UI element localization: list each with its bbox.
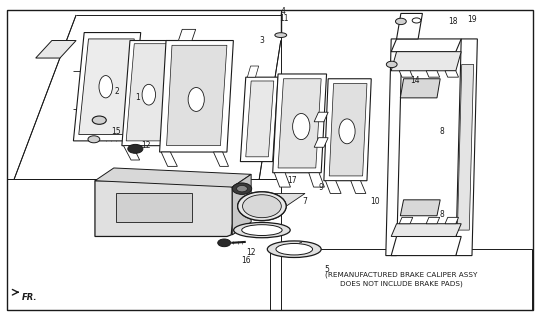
Circle shape: [128, 144, 143, 153]
Ellipse shape: [188, 87, 204, 111]
Polygon shape: [391, 39, 461, 52]
Polygon shape: [278, 79, 321, 168]
Ellipse shape: [275, 33, 287, 37]
Polygon shape: [399, 217, 413, 224]
Polygon shape: [314, 138, 328, 147]
Ellipse shape: [234, 222, 290, 238]
Ellipse shape: [242, 225, 282, 236]
Ellipse shape: [242, 195, 281, 218]
Polygon shape: [391, 52, 461, 71]
Text: (REMANUFACTURED BRAKE CALIPER ASSY
DOES NOT INCLUDE BRAKE PADS): (REMANUFACTURED BRAKE CALIPER ASSY DOES …: [325, 271, 477, 287]
Ellipse shape: [293, 114, 310, 140]
Text: 11: 11: [279, 14, 288, 23]
Polygon shape: [309, 173, 325, 187]
Circle shape: [218, 239, 231, 247]
Polygon shape: [240, 77, 278, 162]
Text: 12: 12: [246, 248, 256, 257]
Polygon shape: [326, 181, 341, 194]
Polygon shape: [400, 200, 440, 216]
Polygon shape: [457, 64, 474, 230]
Text: 6: 6: [297, 242, 302, 251]
Text: 19: 19: [467, 15, 477, 24]
Text: 8: 8: [440, 210, 445, 219]
Polygon shape: [161, 152, 177, 166]
Text: 4: 4: [281, 7, 286, 16]
Circle shape: [412, 18, 421, 23]
Polygon shape: [391, 224, 461, 236]
Polygon shape: [213, 152, 228, 166]
Circle shape: [232, 183, 252, 195]
Text: 5: 5: [324, 265, 329, 275]
Text: 12: 12: [141, 141, 151, 150]
Text: FR.: FR.: [22, 293, 38, 302]
Circle shape: [237, 186, 247, 192]
Polygon shape: [456, 39, 477, 256]
Polygon shape: [351, 181, 366, 194]
Ellipse shape: [99, 76, 112, 98]
Text: 10: 10: [370, 197, 380, 206]
Text: 2: 2: [114, 87, 119, 96]
Polygon shape: [36, 41, 76, 58]
Polygon shape: [166, 45, 227, 146]
Polygon shape: [314, 112, 328, 122]
Circle shape: [386, 61, 397, 68]
Ellipse shape: [267, 241, 321, 258]
Polygon shape: [126, 44, 173, 141]
Circle shape: [88, 136, 100, 143]
Polygon shape: [426, 217, 440, 224]
Polygon shape: [73, 33, 141, 141]
Polygon shape: [122, 41, 178, 146]
Text: 3: 3: [260, 36, 265, 45]
Polygon shape: [79, 39, 134, 134]
Polygon shape: [386, 39, 402, 256]
Text: 18: 18: [448, 17, 458, 26]
Polygon shape: [238, 194, 305, 206]
Polygon shape: [232, 174, 251, 235]
Text: 17: 17: [287, 176, 296, 185]
Polygon shape: [391, 236, 461, 256]
Ellipse shape: [276, 244, 313, 255]
Text: 15: 15: [112, 127, 122, 136]
Polygon shape: [324, 79, 372, 181]
Polygon shape: [329, 84, 367, 176]
Polygon shape: [445, 217, 458, 224]
Bar: [270, 249, 532, 310]
Polygon shape: [274, 173, 291, 187]
Text: 16: 16: [241, 256, 251, 265]
Ellipse shape: [238, 192, 286, 220]
Bar: [117, 194, 192, 222]
Polygon shape: [426, 71, 440, 77]
Bar: [7, 179, 281, 310]
Polygon shape: [124, 146, 140, 160]
Text: 13: 13: [300, 127, 310, 136]
Ellipse shape: [242, 195, 281, 218]
Polygon shape: [160, 41, 233, 152]
Text: 7: 7: [302, 197, 307, 206]
Polygon shape: [95, 181, 232, 236]
Text: 9: 9: [319, 183, 323, 192]
Ellipse shape: [142, 84, 156, 105]
Circle shape: [395, 18, 406, 25]
Polygon shape: [247, 66, 259, 77]
Bar: [7, 10, 281, 179]
Polygon shape: [178, 29, 195, 41]
Ellipse shape: [238, 192, 286, 220]
Ellipse shape: [339, 119, 355, 144]
Text: 1: 1: [136, 93, 140, 102]
Polygon shape: [95, 168, 251, 187]
Polygon shape: [399, 71, 413, 77]
Polygon shape: [445, 71, 458, 77]
Polygon shape: [273, 74, 327, 173]
Polygon shape: [396, 13, 422, 39]
Circle shape: [92, 116, 106, 124]
Polygon shape: [246, 81, 274, 157]
Text: 8: 8: [440, 127, 445, 136]
Text: 14: 14: [410, 76, 420, 85]
Polygon shape: [400, 79, 440, 98]
